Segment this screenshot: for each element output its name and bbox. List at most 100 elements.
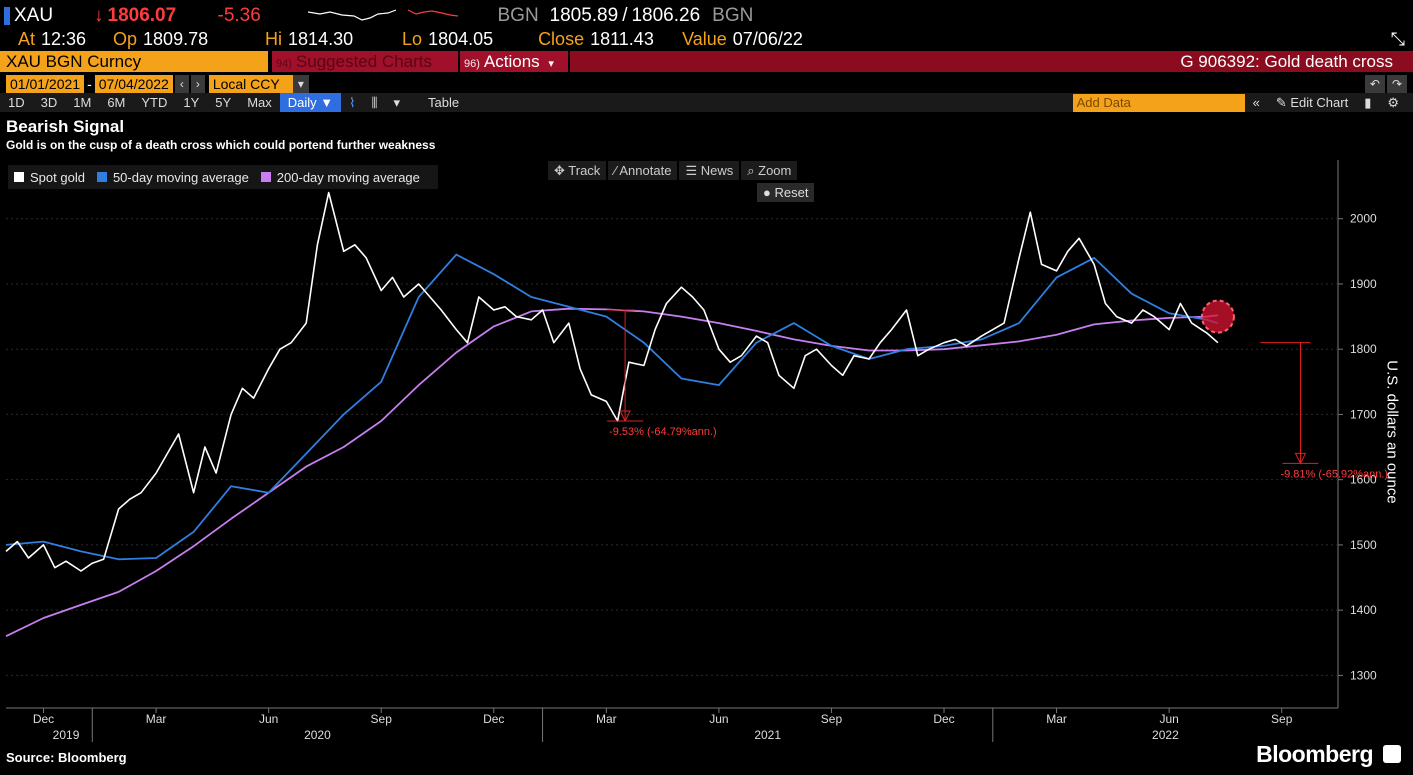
x-tick-label: Dec bbox=[933, 712, 954, 726]
sparkline-white bbox=[307, 9, 396, 21]
period-5y[interactable]: 5Y bbox=[215, 95, 232, 110]
news-button[interactable]: ☰ News bbox=[679, 161, 740, 180]
table-button[interactable]: Table bbox=[428, 95, 460, 110]
suggested-num: 94) bbox=[276, 58, 292, 70]
x-tick-label: Sep bbox=[371, 712, 393, 726]
reset-button[interactable]: ● Reset bbox=[757, 183, 815, 202]
actions-button[interactable]: 96) Actions ▾ bbox=[460, 51, 568, 72]
chart-type-dropdown-icon[interactable]: ▾ bbox=[393, 95, 400, 110]
period-6m[interactable]: 6M bbox=[107, 95, 126, 110]
suggested-label: Suggested Charts bbox=[295, 52, 432, 71]
period-1m[interactable]: 1M bbox=[73, 95, 92, 110]
sparkline-red bbox=[407, 9, 458, 17]
chart-tools: ✥ Track ∕ Annotate ☰ News ⌕ Zoom bbox=[548, 161, 799, 180]
bid-ask-separator: / bbox=[622, 5, 628, 26]
edit-chart-button[interactable]: ✎ Edit Chart bbox=[1275, 95, 1349, 110]
undo-button[interactable]: ↶ bbox=[1364, 74, 1385, 93]
x-tick-label: Mar bbox=[596, 712, 617, 726]
period-1y[interactable]: 1Y bbox=[183, 95, 200, 110]
security-marker bbox=[4, 7, 10, 25]
frequency-select[interactable]: Daily ▼ bbox=[279, 93, 342, 112]
x-tick-label: Sep bbox=[1271, 712, 1293, 726]
command-bar: XAU BGN Curncy 94) Suggested Charts 96) Ac… bbox=[0, 51, 1413, 72]
annotation-label: -9.81% (-65.92%ann.) bbox=[1280, 468, 1388, 480]
chart-grid bbox=[6, 160, 1343, 742]
legend-swatch bbox=[14, 172, 24, 182]
expand-icon[interactable]: ⤡ bbox=[1390, 28, 1405, 49]
y-tick-label: 1600 bbox=[1350, 473, 1377, 487]
value-date: 07/06/22 bbox=[732, 28, 803, 49]
ticker[interactable]: XAU bbox=[14, 5, 54, 26]
at-value: 12:36 bbox=[41, 28, 87, 49]
period-max[interactable]: Max bbox=[247, 95, 272, 110]
high-label: Hi bbox=[265, 28, 283, 49]
death-cross-highlight bbox=[1200, 299, 1235, 334]
x-year-label: 2020 bbox=[304, 728, 331, 742]
period-ytd[interactable]: YTD bbox=[141, 95, 168, 110]
legend-200dma[interactable]: 200-day moving average bbox=[260, 170, 420, 185]
open-label: Op bbox=[113, 28, 138, 49]
annotate-label: Annotate bbox=[619, 163, 672, 178]
annotation-arrowhead bbox=[619, 410, 631, 423]
open-value: 1809.78 bbox=[143, 28, 209, 49]
value-label: Value bbox=[682, 28, 727, 49]
source-note: Source: Bloomberg bbox=[6, 750, 127, 765]
chart-marks bbox=[5, 191, 1319, 638]
bars-icon[interactable]: ▮ bbox=[1364, 95, 1372, 110]
news-label: News bbox=[700, 163, 734, 178]
actions-label: Actions bbox=[483, 52, 540, 71]
chart-toolbar: 1D 3D 1M 6M YTD 1Y 5Y Max Daily ▼ ⌇ ⫼ ▾ … bbox=[0, 93, 1413, 112]
currency-select[interactable]: Local CCY bbox=[208, 74, 293, 93]
bloomberg-logo-icon bbox=[1383, 745, 1401, 763]
y-tick-label: 1500 bbox=[1350, 538, 1377, 552]
low-value: 1804.05 bbox=[428, 28, 494, 49]
legend-50dma[interactable]: 50-day moving average bbox=[96, 169, 249, 185]
series-200day-ma bbox=[5, 307, 1219, 638]
currency-dropdown-icon[interactable]: ▾ bbox=[292, 74, 309, 93]
legend-label: 50-day moving average bbox=[112, 169, 249, 185]
track-button[interactable]: ✥ Track bbox=[548, 161, 607, 180]
annotation-arrowhead bbox=[1294, 452, 1307, 465]
zoom-button[interactable]: ⌕ Zoom bbox=[741, 161, 798, 180]
y-tick-label: 1900 bbox=[1350, 277, 1377, 291]
chart-id-title: G 906392: Gold death cross bbox=[570, 51, 1413, 72]
legend-spot-gold[interactable]: Spot gold bbox=[14, 170, 85, 185]
series-50day-ma bbox=[5, 253, 1219, 561]
date-range-bar: 01/01/2021 - 07/04/2022 ‹ › Local CCY ▾ … bbox=[0, 74, 1413, 93]
suggested-charts-button[interactable]: 94) Suggested Charts bbox=[272, 51, 458, 72]
x-tick-label: Dec bbox=[483, 712, 504, 726]
chart-title: Bearish Signal bbox=[6, 117, 125, 136]
x-year-label: 2021 bbox=[754, 728, 781, 742]
x-tick-label: Jun bbox=[709, 712, 728, 726]
date-dash: - bbox=[87, 75, 92, 92]
annotate-button[interactable]: ∕ Annotate bbox=[608, 161, 678, 180]
redo-button[interactable]: ↷ bbox=[1386, 74, 1407, 93]
zoom-label: Zoom bbox=[758, 163, 792, 178]
legend-swatch bbox=[260, 172, 271, 182]
x-tick-label: Jun bbox=[259, 712, 278, 726]
price-change: -5.36 bbox=[217, 5, 261, 26]
x-tick-label: Dec bbox=[33, 712, 54, 726]
period-3d[interactable]: 3D bbox=[40, 95, 58, 110]
quote-line: XAU ↓ 1806.07 -5.36 BGN 1805.89 / 1806.2… bbox=[0, 4, 1413, 28]
close-value: 1811.43 bbox=[590, 28, 654, 49]
y-tick-label: 1300 bbox=[1350, 668, 1377, 682]
series-spot-gold bbox=[5, 191, 1219, 572]
security-input[interactable]: XAU BGN Curncy bbox=[0, 51, 268, 72]
period-1d[interactable]: 1D bbox=[8, 95, 25, 110]
add-data-input[interactable]: Add Data bbox=[1072, 93, 1245, 112]
next-period-button[interactable]: › bbox=[190, 74, 205, 93]
ask-source: BGN bbox=[712, 5, 754, 26]
collapse-icon[interactable]: « bbox=[1252, 95, 1260, 110]
end-date-input[interactable]: 07/04/2022 bbox=[94, 74, 173, 93]
line-chart-icon[interactable]: ⌇ bbox=[349, 95, 356, 110]
bar-chart-icon[interactable]: ⫼ bbox=[371, 95, 378, 110]
settings-icon[interactable]: ⚙ bbox=[1387, 95, 1399, 110]
start-date-input[interactable]: 01/01/2021 bbox=[6, 74, 85, 93]
at-label: At bbox=[18, 28, 36, 49]
prev-period-button[interactable]: ‹ bbox=[174, 74, 189, 93]
y-tick-label: 1800 bbox=[1350, 342, 1377, 356]
low-label: Lo bbox=[402, 28, 423, 49]
down-arrow-icon: ↓ bbox=[94, 5, 104, 26]
